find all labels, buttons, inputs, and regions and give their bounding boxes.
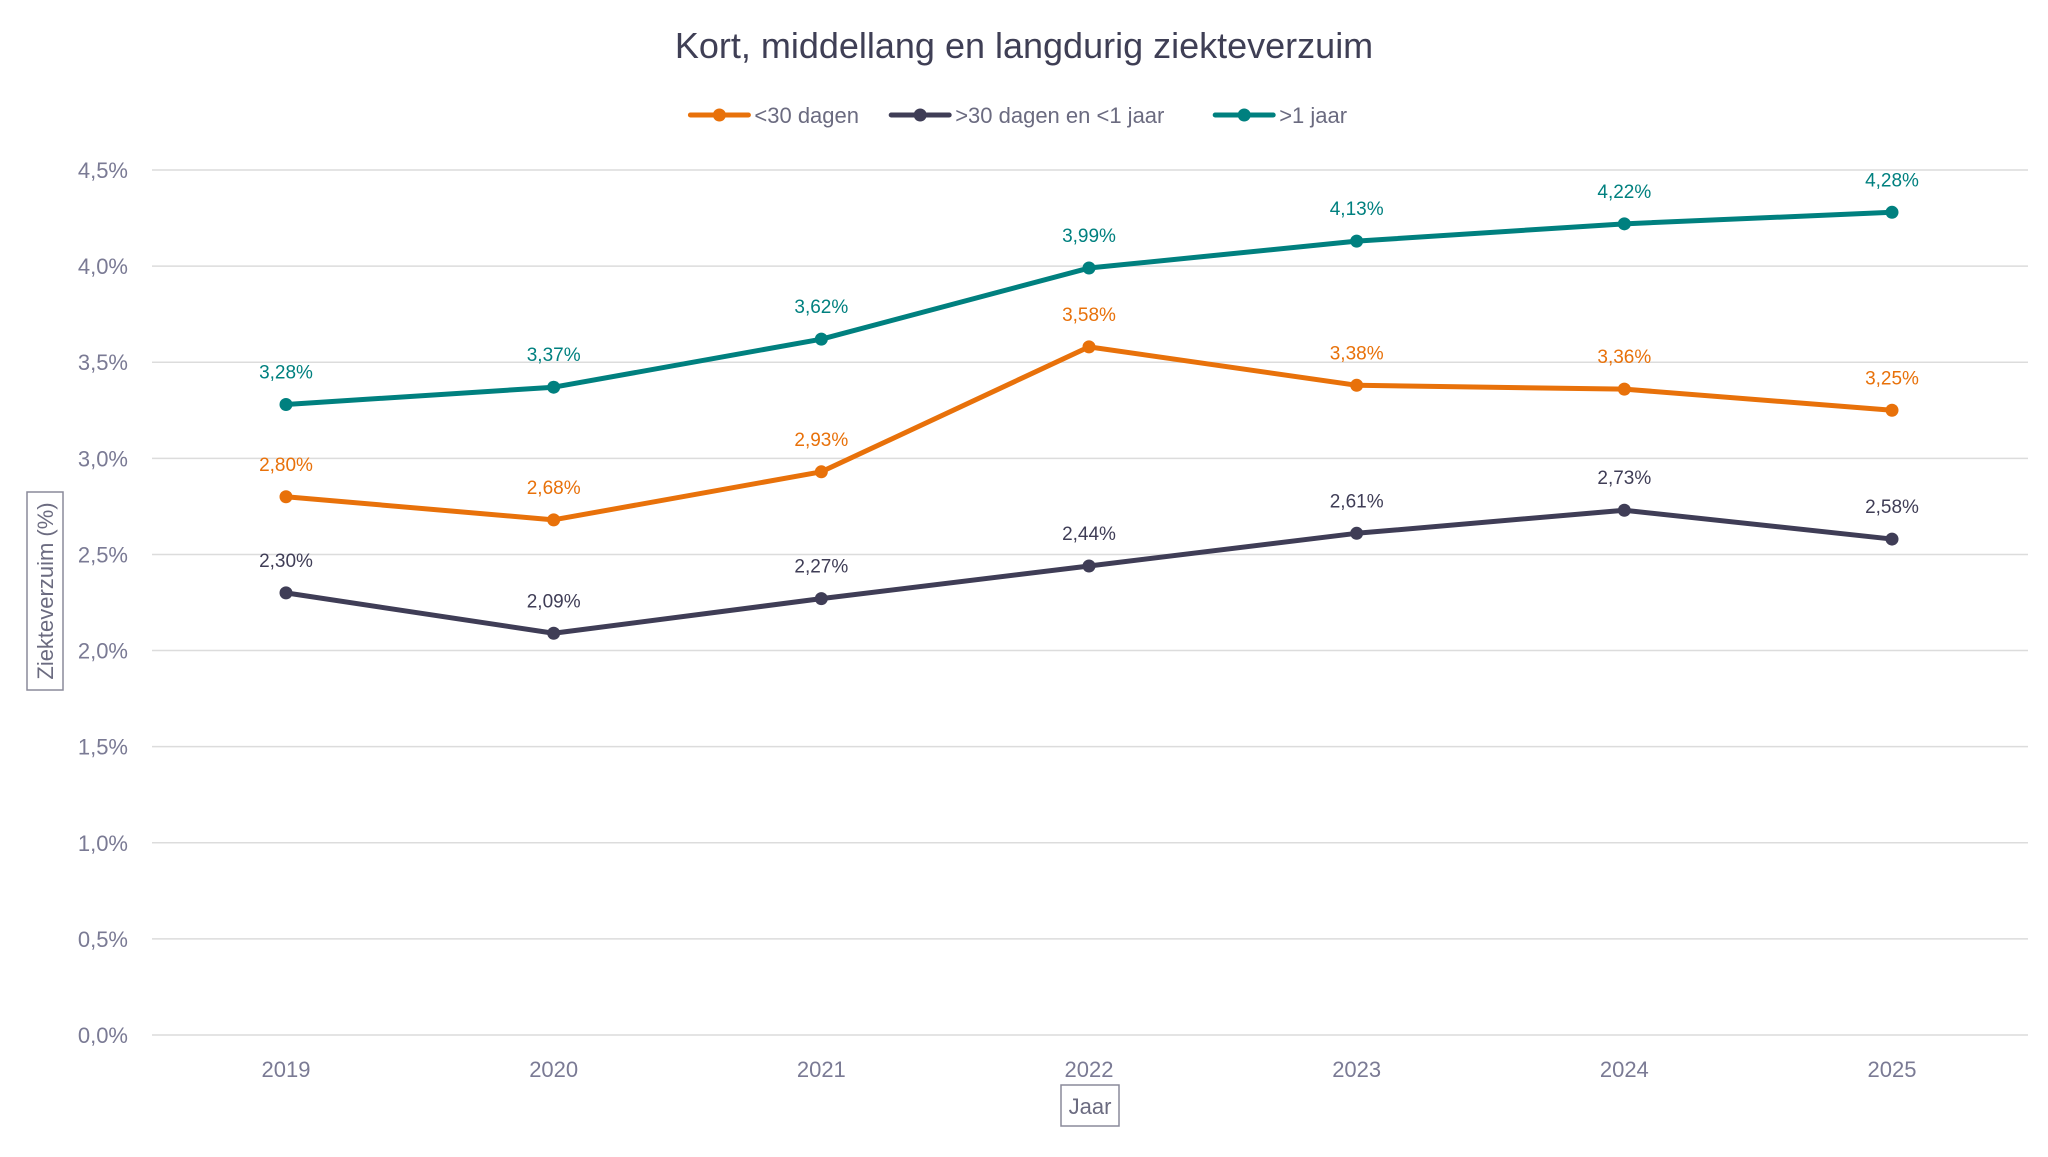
data-labels: 2,80% 2,68% 2,93% 3,58% 3,38% 3,36% 3,25% 2,30%… [259, 170, 1919, 612]
data-label: 3,99% [1062, 226, 1116, 247]
chart-title: Kort, middellang en langdurig ziekteverz… [675, 25, 1373, 66]
legend: <30 dagen >30 dagen en <1 jaar >1 jaar [687, 103, 1347, 128]
y-axis-title-text: Ziekteverzuim (%) [33, 502, 58, 679]
x-tick-label: 2024 [1600, 1057, 1649, 1082]
x-tick-label: 2025 [1868, 1057, 1917, 1082]
data-point [1617, 503, 1631, 517]
data-label: 3,37% [527, 345, 581, 366]
series-3 [279, 205, 1899, 412]
data-point [279, 490, 293, 504]
y-tick-label: 3,0% [78, 446, 128, 471]
y-tick-label: 3,5% [78, 350, 128, 375]
data-point [1350, 234, 1364, 248]
y-axis-ticks: 0,0% 0,5% 1,0% 1,5% 2,0% 2,5% 3,0% 3,5% 4,0% 4,5% [78, 158, 128, 1048]
y-tick-label: 0,5% [78, 927, 128, 952]
y-tick-label: 4,0% [78, 254, 128, 279]
data-label: 3,25% [1865, 368, 1919, 389]
data-point [1885, 403, 1899, 417]
y-tick-label: 2,5% [78, 542, 128, 567]
legend-label: >1 jaar [1279, 103, 1347, 128]
data-label: 2,61% [1330, 491, 1384, 512]
data-label: 2,27% [794, 557, 848, 578]
y-axis-title: Ziekteverzuim (%) [26, 491, 64, 691]
x-axis-title-text: Jaar [1069, 1094, 1112, 1119]
series-2 [279, 503, 1899, 640]
x-axis-title-box [1060, 1084, 1120, 1127]
data-point [1082, 261, 1096, 275]
data-point [279, 398, 293, 412]
data-label: 3,36% [1597, 347, 1651, 368]
data-label: 3,58% [1062, 305, 1116, 326]
data-point [547, 513, 561, 527]
data-point [547, 380, 561, 394]
x-tick-label: 2021 [797, 1057, 846, 1082]
data-label: 4,13% [1330, 199, 1384, 220]
data-label: 2,58% [1865, 497, 1919, 518]
legend-item-1: <30 dagen [687, 103, 859, 128]
x-axis-ticks: 2019 2020 2021 2022 2023 2024 2025 [262, 1057, 1917, 1082]
data-point [547, 626, 561, 640]
data-point [1885, 205, 1899, 219]
data-point [1617, 217, 1631, 231]
x-tick-label: 2022 [1065, 1057, 1114, 1082]
data-point [1082, 340, 1096, 354]
data-point [279, 586, 293, 600]
x-tick-label: 2023 [1332, 1057, 1381, 1082]
data-point [814, 465, 828, 479]
y-tick-label: 2,0% [78, 639, 128, 664]
data-label: 2,80% [259, 455, 313, 476]
data-point [1350, 378, 1364, 392]
data-point [1885, 532, 1899, 546]
data-label: 3,62% [794, 297, 848, 318]
data-point [1617, 382, 1631, 396]
y-axis-title-box [26, 491, 64, 691]
legend-item-3: >1 jaar [1212, 103, 1347, 128]
legend-label: <30 dagen [754, 103, 859, 128]
data-label: 3,38% [1330, 343, 1384, 364]
series-lines [279, 205, 1899, 640]
x-tick-label: 2019 [262, 1057, 311, 1082]
x-axis-title: Jaar [1060, 1084, 1120, 1127]
data-label: 2,93% [794, 430, 848, 451]
data-label: 2,68% [527, 478, 581, 499]
data-label: 2,30% [259, 551, 313, 572]
legend-label: >30 dagen en <1 jaar [955, 103, 1164, 128]
data-label: 2,44% [1062, 524, 1116, 545]
series-1 [279, 340, 1899, 527]
gridlines [152, 169, 2028, 1036]
y-tick-label: 0,0% [78, 1023, 128, 1048]
x-tick-label: 2020 [529, 1057, 578, 1082]
legend-swatch-marker [913, 108, 927, 122]
data-label: 2,09% [527, 591, 581, 612]
data-label: 3,28% [259, 363, 313, 384]
legend-swatch-marker [712, 108, 726, 122]
y-tick-label: 1,5% [78, 735, 128, 760]
data-point [1350, 526, 1364, 540]
legend-item-2: >30 dagen en <1 jaar [888, 103, 1164, 128]
legend-swatch-marker [1237, 108, 1251, 122]
data-label: 4,28% [1865, 170, 1919, 191]
data-label: 2,73% [1597, 468, 1651, 489]
data-label: 4,22% [1597, 182, 1651, 203]
y-tick-label: 1,0% [78, 831, 128, 856]
data-point [814, 332, 828, 346]
data-point [814, 592, 828, 606]
y-tick-label: 4,5% [78, 158, 128, 183]
data-point [1082, 559, 1096, 573]
